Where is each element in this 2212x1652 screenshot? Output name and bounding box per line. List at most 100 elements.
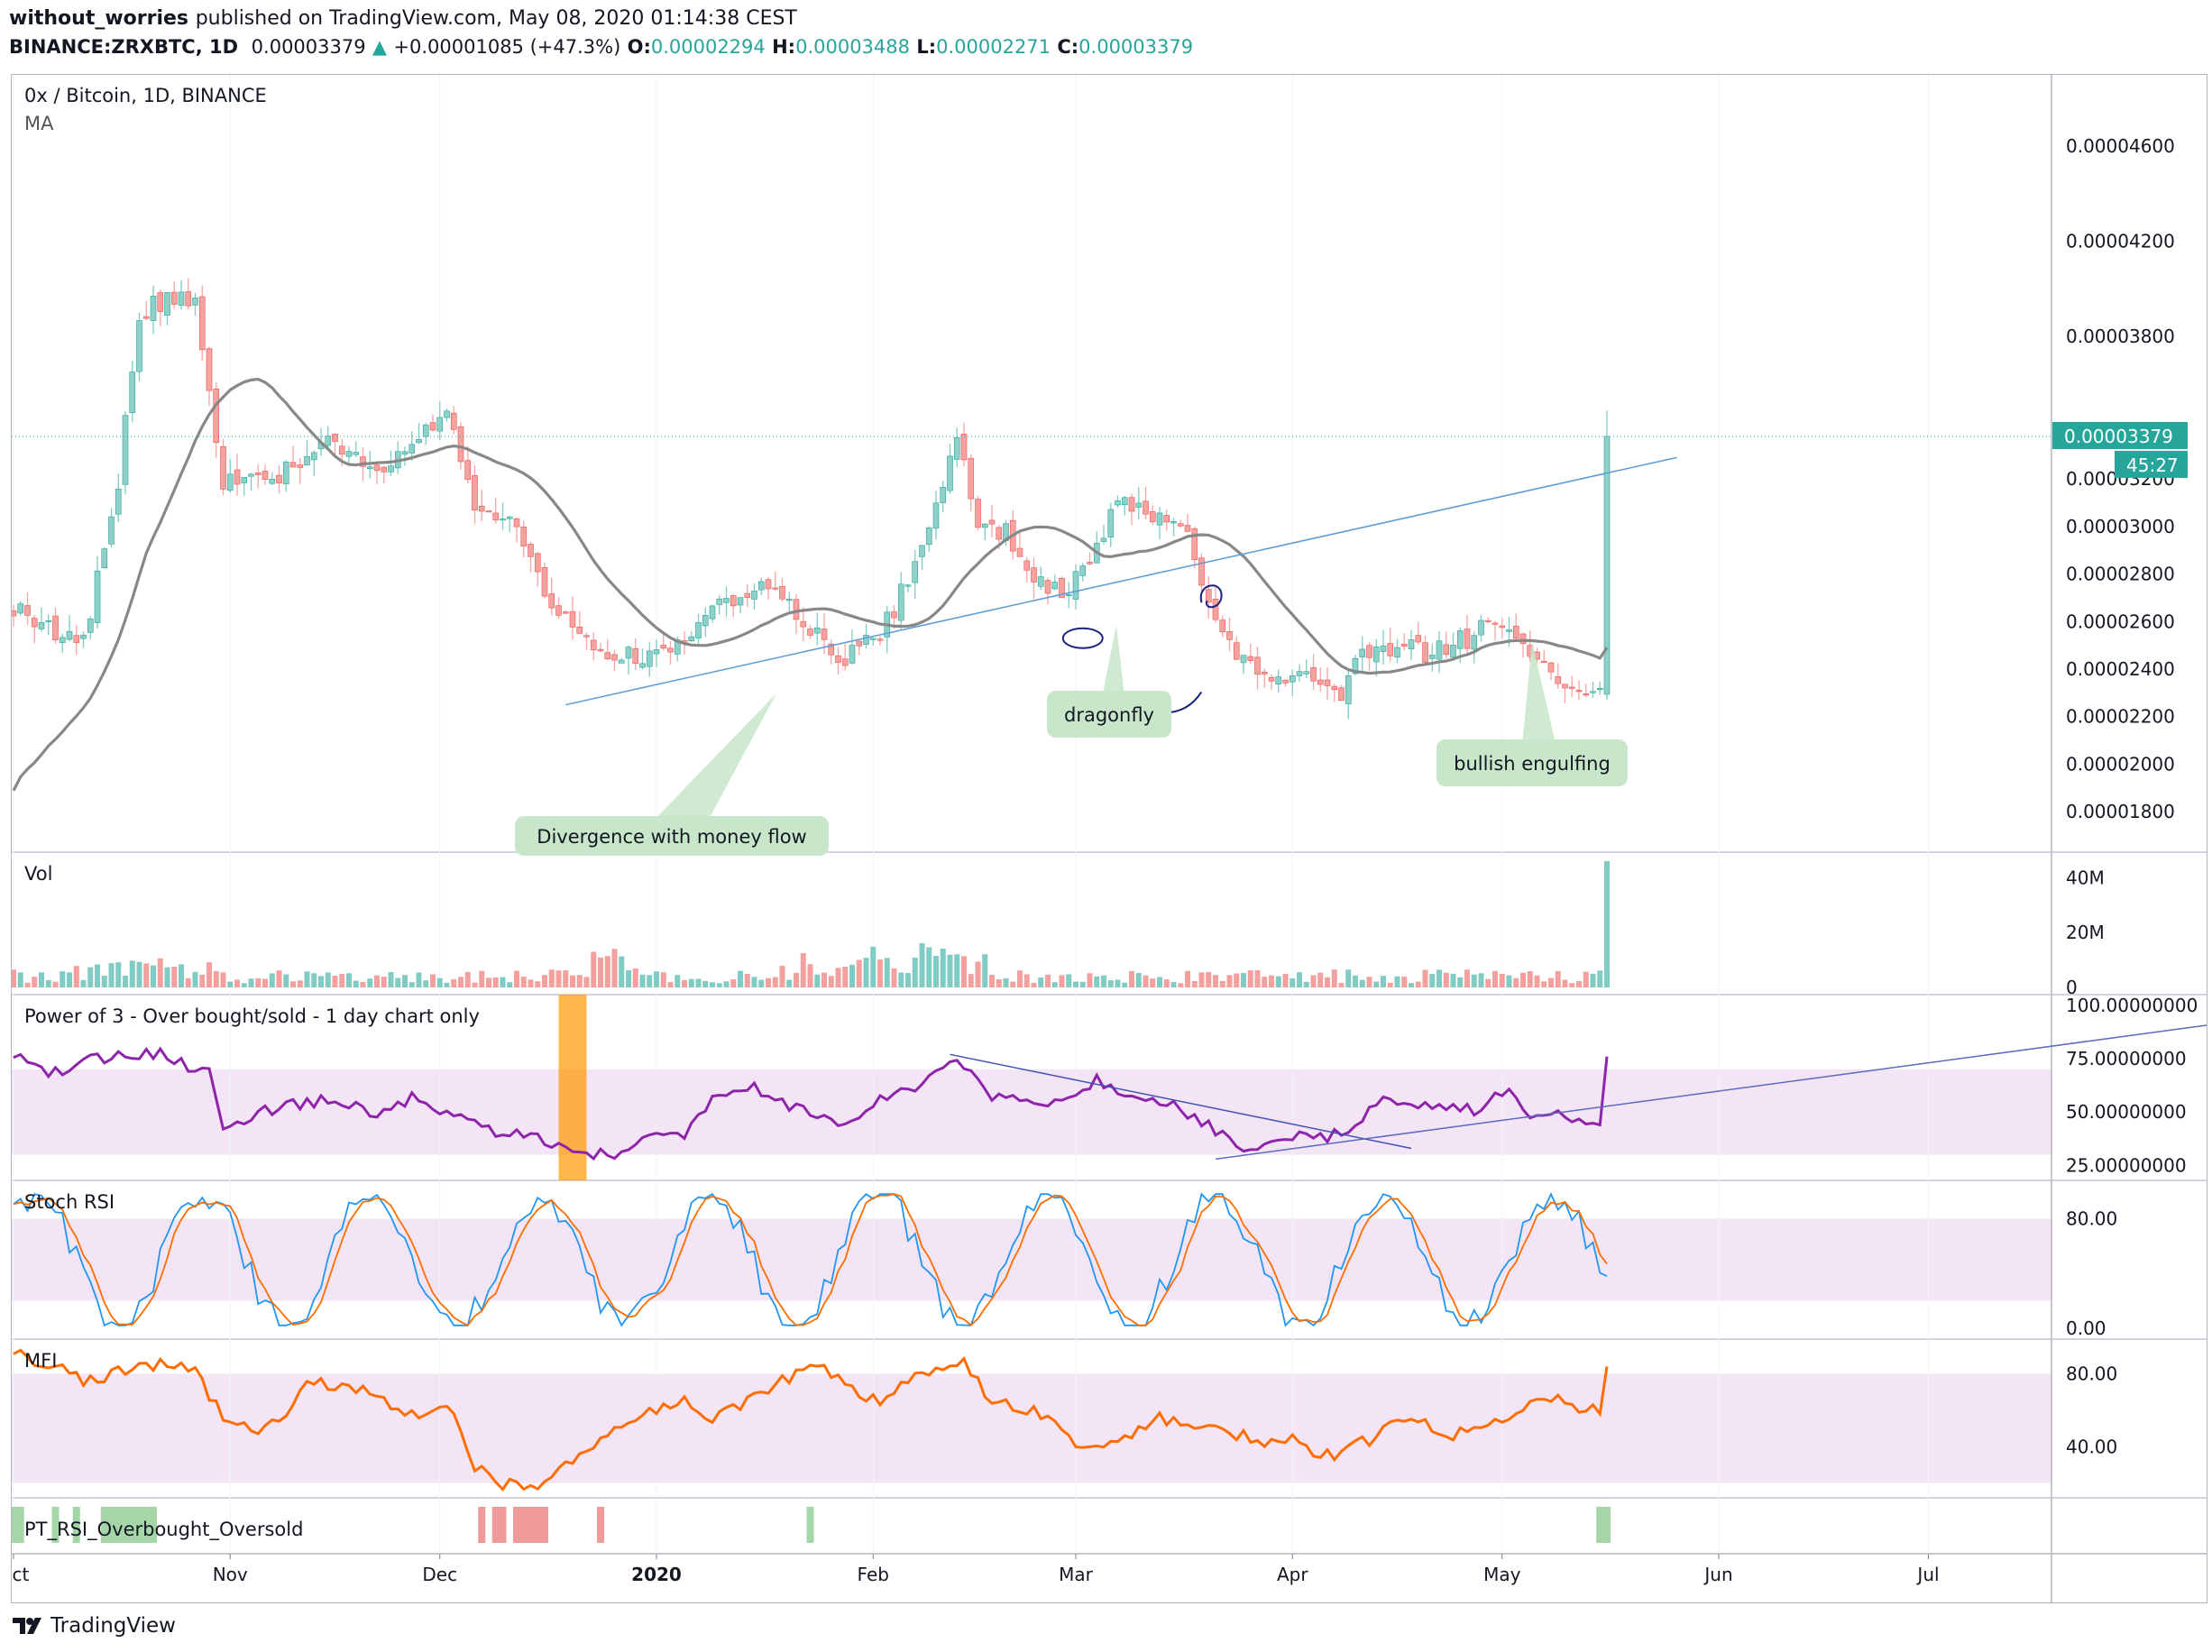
candle [24,605,31,616]
tradingview-logo[interactable]: TradingView [11,1611,176,1641]
candle [653,649,660,655]
volume-bar [500,977,506,987]
chart-svg[interactable]: 0.000046000.000042000.000038000.00003200… [0,75,2212,1602]
candle [877,638,884,641]
candle [325,436,332,446]
volume-bar [1031,982,1037,987]
candle [821,629,828,640]
candle [1282,679,1289,684]
volume-bar [1373,981,1380,987]
volume-bar [933,955,939,987]
volume-bar [1045,974,1051,987]
callout-box [515,816,829,856]
candle [464,460,472,481]
stoch-tick-label: 0.00 [2066,1317,2106,1339]
power-panel-label: Power of 3 - Over bought/sold - 1 day ch… [24,1005,480,1027]
volume-bar [171,967,178,987]
volume-bar [408,982,415,987]
candle [262,471,269,480]
candle [485,510,492,513]
candle [960,434,968,461]
pen-ellipse [1061,627,1104,649]
volume-bar [1247,970,1253,987]
volume-bar [975,961,981,987]
candle [785,599,793,601]
candle [947,455,953,491]
candle [248,473,254,477]
volume-bar [702,980,709,987]
price-tick-label: 0.00002600 [2066,610,2175,632]
pt-rsi-overbought-bar [51,1507,60,1543]
volume-bar [52,981,59,987]
candle [1059,577,1065,599]
volume-bar [1527,971,1533,987]
volume-bar [632,968,638,987]
candle [1478,620,1484,636]
volume-bar [430,974,436,987]
volume-bar [1450,973,1456,987]
volume-bar [269,973,275,987]
time-tick-label: Apr [1277,1564,1308,1585]
volume-bar [80,979,87,987]
volume-bar [1129,970,1134,987]
volume-bar [67,972,72,987]
candle [1254,656,1261,675]
volume-bar [619,956,625,987]
candle [1023,560,1031,571]
price-tick-label: 0.00002800 [2066,564,2175,585]
volume-bar [772,977,778,987]
pt-rsi-overbought-bar [100,1507,157,1543]
volume-bar [961,956,967,987]
volume-bar [1206,971,1212,987]
candle [1547,662,1555,673]
volume-bar [402,975,408,987]
last-price-tag [2052,421,2188,449]
volume-bar [1604,861,1610,987]
candle [450,412,457,430]
candle [1506,629,1512,632]
candle [73,635,80,643]
candle [1555,676,1562,684]
volume-bar [486,977,491,987]
candle [66,630,73,640]
volume-bar [311,973,317,987]
candle [779,586,785,600]
chart-frame[interactable]: 0.00004600 0.00004200 0.00003800 0.00003200… [0,74,2212,1603]
candle [709,605,716,620]
candle [353,452,360,455]
volume-bar [1492,970,1498,987]
volume-bar [786,979,793,987]
volume-bar [143,963,150,987]
candle [1044,580,1051,594]
callout-box [1047,691,1171,738]
volume-bar [583,977,590,987]
candle [213,388,220,444]
candle [569,610,576,628]
candle [1499,625,1506,629]
volume-bar [849,964,855,987]
volume-bar [1415,981,1421,987]
volume-bar [24,982,31,987]
publisher-name[interactable]: without_worries [9,7,189,30]
symbol-line: BINANCE:ZRXBTC, 1D 0.00003379 ▲ +0.00001… [9,36,1193,58]
volume-bar [1135,973,1142,987]
candle [416,438,422,444]
power-trendline-up [1215,1023,2212,1161]
candle [157,292,164,312]
candle [919,545,925,557]
volume-bar [346,973,352,987]
candle [751,591,757,600]
time-tick-label: Jun [1703,1564,1732,1585]
candle [1115,500,1121,506]
candle [1121,497,1128,506]
candle [198,296,206,351]
candle [604,652,611,660]
candle [1037,576,1044,587]
volume-bar [381,977,387,987]
volume-bar [479,970,485,987]
countdown-label: 45:27 [2126,454,2179,476]
candle [282,461,289,484]
volume-bar [11,969,16,987]
volume-bar [374,975,380,987]
candle [688,636,695,641]
